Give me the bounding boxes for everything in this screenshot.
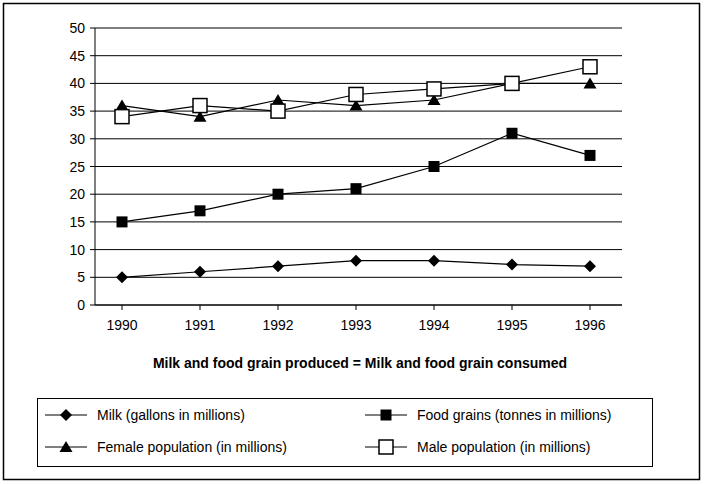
x-tick-label: 1993 xyxy=(340,317,371,333)
plot-area xyxy=(115,60,597,284)
x-tick-label: 1992 xyxy=(262,317,293,333)
y-tick xyxy=(90,55,95,56)
x-tick xyxy=(590,305,591,310)
y-tick-label: 20 xyxy=(69,186,85,202)
grid-line xyxy=(95,305,622,306)
x-tick-label: 1991 xyxy=(184,317,215,333)
y-tick xyxy=(90,249,95,250)
legend-label: Milk (gallons in millions) xyxy=(97,407,245,423)
data-point xyxy=(350,255,362,267)
legend-label: Female population (in millions) xyxy=(97,439,287,455)
x-tick-label: 1995 xyxy=(496,317,527,333)
data-point xyxy=(195,205,206,216)
legend: Milk (gallons in millions) Food grains (t… xyxy=(38,399,653,467)
y-tick-label: 30 xyxy=(69,131,85,147)
data-point xyxy=(583,60,597,74)
y-tick xyxy=(90,277,95,278)
legend-marker xyxy=(381,410,392,421)
data-point xyxy=(115,110,129,124)
data-point xyxy=(505,76,519,90)
x-tick xyxy=(122,305,123,310)
data-point xyxy=(584,77,597,88)
data-point xyxy=(506,259,518,271)
data-point xyxy=(585,150,596,161)
y-tick-label: 25 xyxy=(69,159,85,175)
legend-marker xyxy=(60,409,72,421)
legend-label: Male population (in millions) xyxy=(417,439,591,455)
legend-marker xyxy=(379,440,393,454)
annotation: Milk and food grain produced = Milk and … xyxy=(153,355,567,371)
data-point xyxy=(349,87,363,101)
y-tick-label: 40 xyxy=(69,75,85,91)
y-tick xyxy=(90,221,95,222)
y-tick xyxy=(90,138,95,139)
chart: 0 5 10 15 20 25 30 35 40 45 50 1990 1991 1992 1993 1994… xyxy=(0,0,704,484)
data-point xyxy=(272,260,284,272)
y-tick-label: 35 xyxy=(69,103,85,119)
y-tick-label: 0 xyxy=(77,297,85,313)
grid-line xyxy=(95,221,622,222)
data-point xyxy=(584,260,596,272)
series-line xyxy=(122,133,590,222)
data-point xyxy=(351,183,362,194)
frame xyxy=(4,4,700,480)
y-tick xyxy=(90,111,95,112)
y-tick-label: 15 xyxy=(69,214,85,230)
y-tick-label: 10 xyxy=(69,242,85,258)
y-tick xyxy=(90,305,95,306)
data-point xyxy=(116,271,128,283)
x-tick xyxy=(200,305,201,310)
x-tick-label: 1990 xyxy=(106,317,137,333)
grid-line xyxy=(95,277,622,278)
y-tick xyxy=(90,83,95,84)
legend-box xyxy=(38,399,653,467)
y-tick xyxy=(90,166,95,167)
grid xyxy=(90,28,622,305)
x-tick-label: 1996 xyxy=(574,317,605,333)
y-tick-label: 45 xyxy=(69,48,85,64)
data-point xyxy=(193,99,207,113)
x-tick xyxy=(512,305,513,310)
data-point xyxy=(194,266,206,278)
series-line xyxy=(122,83,590,116)
data-point xyxy=(271,104,285,118)
data-point xyxy=(427,82,441,96)
series-line xyxy=(122,67,590,117)
x-tick xyxy=(278,305,279,310)
data-point xyxy=(428,255,440,267)
y-tick-label: 5 xyxy=(77,269,85,285)
grid-line xyxy=(95,138,622,139)
y-tick xyxy=(90,28,95,29)
grid-line xyxy=(95,166,622,167)
y-tick-label: 50 xyxy=(69,20,85,36)
data-point xyxy=(507,128,518,139)
grid-line xyxy=(95,28,622,29)
grid-line xyxy=(95,55,622,56)
y-axis xyxy=(95,28,96,305)
x-tick-label: 1994 xyxy=(418,317,449,333)
x-tick xyxy=(356,305,357,310)
data-point xyxy=(273,189,284,200)
legend-marker xyxy=(60,441,73,452)
data-point xyxy=(429,161,440,172)
y-tick xyxy=(90,194,95,195)
grid-line xyxy=(95,111,622,112)
x-tick xyxy=(434,305,435,310)
chart-root: 0 5 10 15 20 25 30 35 40 45 50 1990 1991 1992 1993 1994… xyxy=(0,0,704,484)
data-point xyxy=(117,216,128,227)
legend-label: Food grains (tonnes in millions) xyxy=(417,407,612,423)
grid-line xyxy=(95,249,622,250)
x-axis xyxy=(95,305,622,306)
